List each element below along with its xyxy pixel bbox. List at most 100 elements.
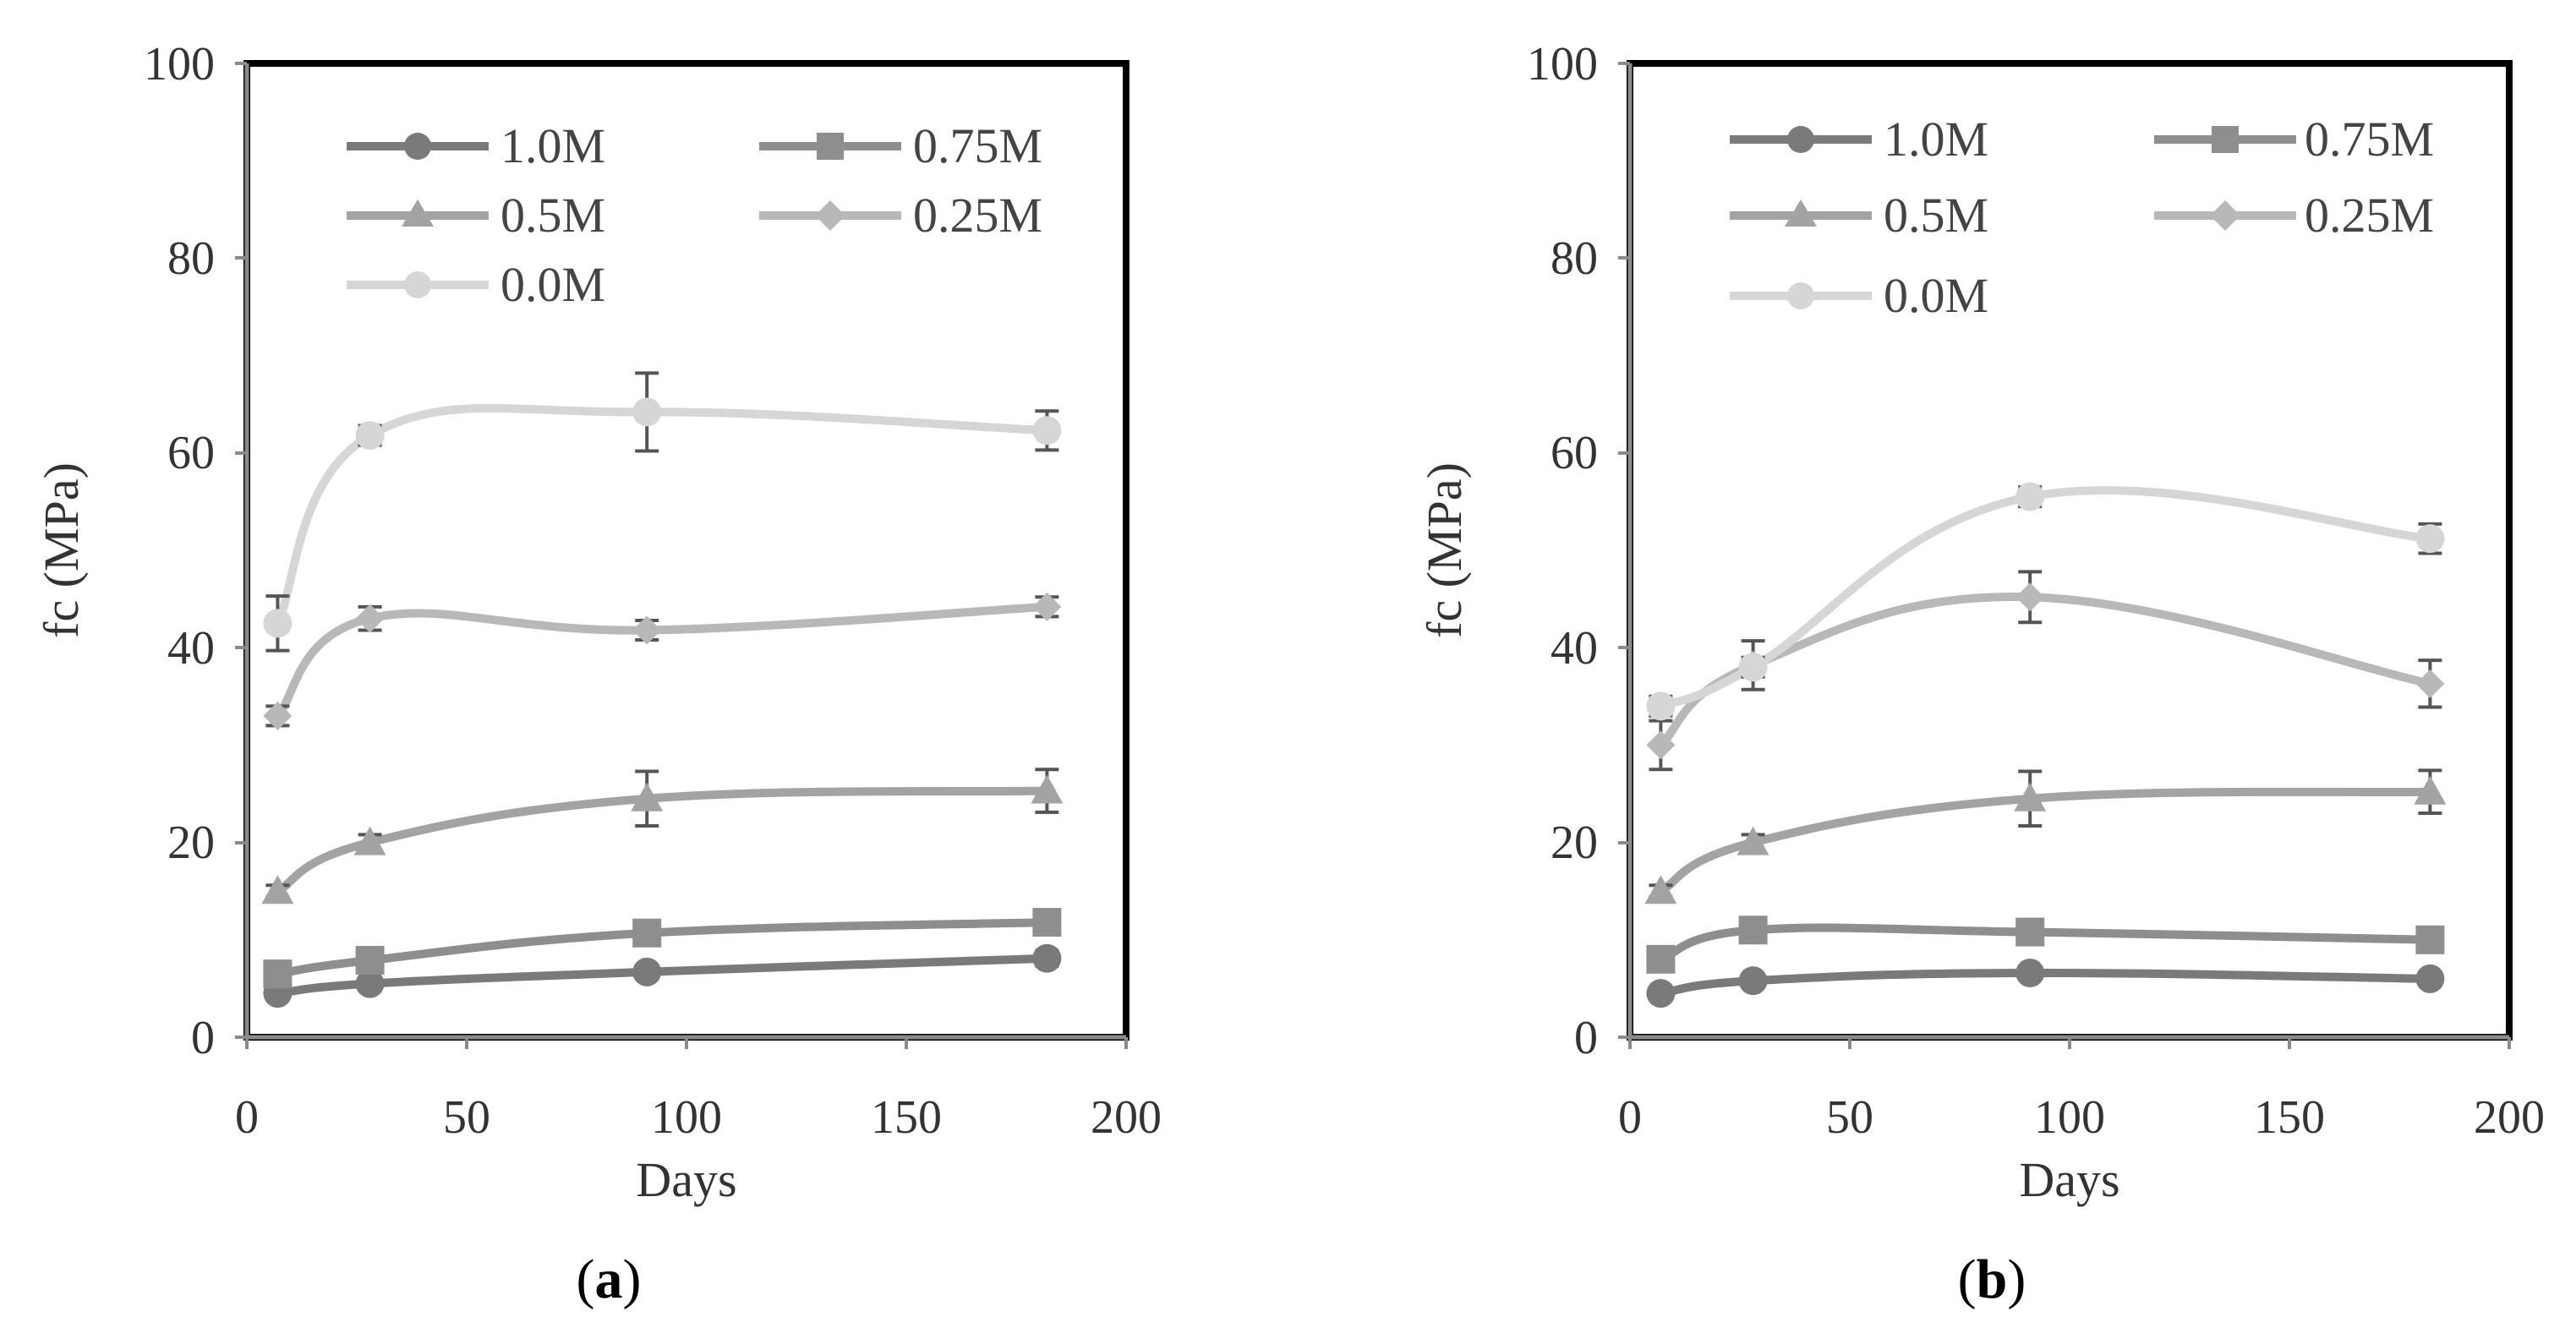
data-point-1-0m [2015,958,2045,987]
data-point-0-5m [353,826,386,855]
data-point-0-75m [1738,915,1768,945]
chart-panel-b: 0 20 40 60 80 100 0 50 100 150 200 Days [1417,38,2545,1310]
y-axis-label-a: fc (MPa) [34,462,89,638]
x-tick-label: 100 [651,1091,722,1144]
legend-item-0-25m: 0.25M [759,188,1042,243]
legend-item-1-0m: 1.0M [1730,112,1988,167]
legend-item-0-5m: 0.5M [347,188,605,243]
series-0-5m [261,768,1064,904]
legend-marker-square-icon [2212,126,2239,153]
x-tick-label: 50 [443,1091,490,1144]
data-point-0-0m [1738,653,1768,682]
legend-item-0-25m: 0.25M [2154,188,2434,243]
series-layer-a [261,371,1064,1008]
legend-marker-diamond-icon [815,200,845,231]
legend-marker-circle-icon [1787,126,1814,153]
x-tick-label: 100 [2034,1091,2105,1144]
series-line-0-0m [273,403,1052,628]
legend-item-0-75m: 0.75M [759,118,1042,173]
legend-item-0-0m: 0.0M [347,257,605,312]
legend-marker-square-icon [817,133,844,160]
data-point-0-0m [2015,482,2045,511]
legend-item-0-75m: 0.75M [2154,112,2434,167]
legend-label-0-5m: 0.5M [1884,188,1988,243]
y-tick-label: 80 [1551,232,1598,285]
data-point-0-75m [355,945,385,975]
x-tick-label: 200 [2474,1091,2545,1144]
legend-item-0-0m: 0.0M [1730,268,1988,323]
legend-marker-triangle-icon [1785,199,1817,227]
data-point-0-25m [2415,669,2445,698]
data-point-0-0m [263,609,293,638]
y-tick-label: 0 [191,1012,215,1064]
series-0-0m [263,371,1062,653]
series-0-0m [1646,482,2445,721]
data-point-0-25m [1032,592,1062,621]
data-point-0-5m [2414,775,2447,805]
data-point-0-5m [1031,774,1064,804]
y-tick-label: 80 [167,232,215,285]
data-point-0-25m [2015,582,2045,612]
series-line-0-75m [273,918,1052,979]
x-tick-label: 0 [235,1091,259,1144]
plot-frame-b [1627,60,2513,1041]
y-tick-label: 20 [167,817,215,869]
x-tick-label: 150 [871,1091,942,1144]
legend-marker-triangle-icon [402,199,434,227]
legend-marker-circle-icon [404,271,431,298]
series-0-75m [263,908,1062,989]
legend-b: 1.0M 0.75M 0.5M 0.25M 0.0M [1730,112,2434,323]
series-layer-b [1644,482,2447,1008]
data-point-1-0m [355,969,385,998]
series-line-1-0m [273,954,1052,998]
x-tick-label: 150 [2254,1091,2325,1144]
data-point-0-75m [632,918,662,948]
legend-item-1-0m: 1.0M [347,118,605,173]
y-tick-label: 20 [1551,817,1598,869]
series-0-75m [1646,915,2445,974]
series-line-0-25m [273,602,1052,720]
legend-label-0-25m: 0.25M [913,188,1042,243]
data-point-1-0m [1646,979,1676,1008]
y-tick-label: 60 [1551,427,1598,479]
series-line-0-75m [1656,923,2435,964]
legend-label-0-75m: 0.75M [913,118,1042,173]
legend-item-0-5m: 0.5M [1730,188,1988,243]
data-point-0-75m [1032,908,1062,937]
data-point-0-25m [355,604,385,633]
x-tick-label: 50 [1826,1091,1873,1144]
legend-label-0-0m: 0.0M [500,257,605,312]
legend-marker-diamond-icon [2210,200,2240,231]
data-point-0-5m [2014,782,2047,812]
y-tick-label: 40 [1551,622,1598,675]
data-point-0-5m [631,782,664,812]
y-tick-label: 100 [144,38,215,90]
data-point-0-75m [263,959,293,989]
x-axis-label-a: Days [636,1152,736,1207]
data-point-0-5m [1644,875,1677,904]
series-1-0m [1646,958,2445,1008]
plot-frame-a [243,60,1129,1041]
y-tick-label: 40 [167,622,215,675]
data-point-0-25m [632,615,662,645]
data-point-0-0m [2415,524,2445,554]
data-point-0-75m [2015,917,2045,947]
data-point-0-0m [1032,416,1062,445]
legend-label-0-75m: 0.75M [2305,112,2434,167]
y-axis-label-b: fc (MPa) [1417,462,1472,638]
x-axis-label-b: Days [2019,1152,2119,1207]
chart-panel-a: 0 20 40 60 80 100 0 50 100 150 200 Days [34,38,1162,1310]
data-point-0-0m [632,397,662,427]
series-0-5m [1644,768,2447,904]
y-tick-label: 0 [1574,1012,1598,1064]
data-point-0-75m [2415,925,2445,954]
panel-label-b: (b) [1958,1249,2026,1310]
x-tick-label: 200 [1091,1091,1162,1144]
data-point-1-0m [2415,964,2445,993]
data-point-0-0m [1646,691,1676,721]
series-0-25m [263,592,1062,730]
data-point-1-0m [1738,966,1768,996]
series-line-1-0m [1656,968,2435,998]
legend-label-0-0m: 0.0M [1884,268,1988,323]
data-point-0-0m [355,421,385,451]
